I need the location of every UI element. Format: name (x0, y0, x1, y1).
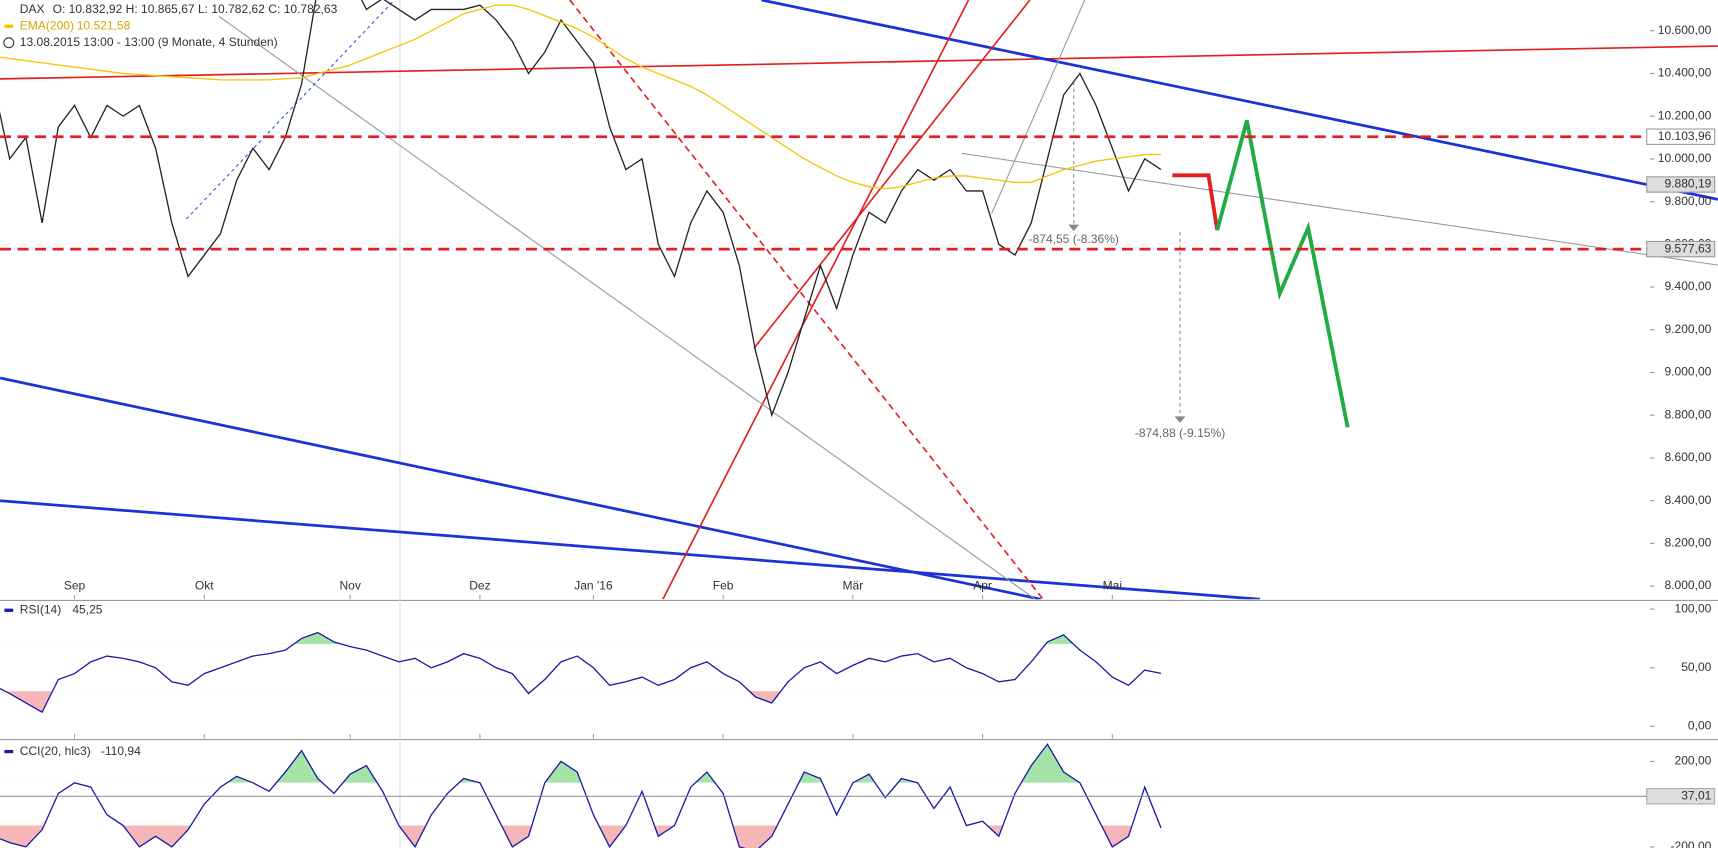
plot (0, 631, 1162, 714)
x-tick-label: Mai (1103, 578, 1122, 592)
price-label: 9.880,19 (1664, 177, 1711, 191)
price-box (1646, 176, 1716, 193)
trendline (753, 0, 1031, 349)
price-box (1646, 788, 1716, 805)
clock-icon (3, 37, 15, 49)
price-box (1646, 240, 1716, 258)
trendline (0, 45, 1718, 80)
band-fill (0, 744, 1161, 783)
plot (0, 743, 1162, 848)
price-label: 37,01 (1681, 788, 1711, 802)
legend-value: 10.521,58 (77, 18, 131, 32)
series-line (0, 4, 1161, 190)
trendline (0, 499, 1261, 600)
legend-name: DAX (20, 2, 45, 16)
y-tick-label: 8.600,00 (1664, 450, 1711, 464)
price-label: 10.103,96 (1658, 129, 1712, 143)
legend-value: -110,94 (101, 744, 141, 758)
trendline (218, 15, 1036, 600)
legend-value: 45,25 (72, 602, 102, 616)
y-tick-label: -200,00 (1671, 839, 1712, 848)
y-tick-label: 100,00 (1675, 601, 1712, 615)
legend-name: RSI(14) (20, 602, 62, 616)
y-tick-label: 200,00 (1675, 754, 1712, 768)
price-label: 9.577,63 (1664, 241, 1711, 255)
annotation: -874,88 (-9.15%) (1135, 426, 1225, 440)
ohlc: O: 10.832,92 H: 10.865,67 L: 10.782,62 C… (53, 2, 338, 16)
x-tick-label: Jan '16 (574, 578, 613, 592)
trendline (0, 376, 1042, 600)
y-tick-label: 8.000,00 (1664, 578, 1711, 592)
projection (1172, 173, 1220, 231)
y-tick-label: 8.800,00 (1664, 407, 1711, 421)
plot (0, 0, 1162, 418)
x-tick-label: Apr (973, 578, 992, 592)
y-tick-label: 9.800,00 (1664, 194, 1711, 208)
trendline (662, 0, 970, 600)
header: DAX O: 10.832,92 H: 10.865,67 L: 10.782,… (3, 2, 338, 758)
x-tick-label: Dez (469, 578, 490, 592)
series-line (0, 0, 1162, 418)
trendline (961, 152, 1718, 266)
y-tick-label: 8.200,00 (1664, 536, 1711, 550)
y-tick-label: 8.400,00 (1664, 493, 1711, 507)
y-tick-label: 10.400,00 (1658, 66, 1712, 80)
y-tick-label: 10.200,00 (1658, 108, 1712, 122)
annotation: -874,55 (-8.36%) (1029, 232, 1119, 246)
legend-name: EMA(200) (20, 18, 74, 32)
period: 13.08.2015 13:00 - 13:00 (9 Monate, 4 St… (20, 35, 278, 49)
price-box (1646, 128, 1716, 145)
y-tick-label: 9.000,00 (1664, 365, 1711, 379)
y-tick-label: 9.400,00 (1664, 279, 1711, 293)
series-line (0, 631, 1162, 714)
x-tick-label: Nov (339, 578, 360, 592)
y-tick-label: 10.600,00 (1658, 23, 1712, 37)
trendline (185, 0, 395, 220)
measure-arrow (1174, 416, 1186, 423)
y-tick-label: 10.000,00 (1658, 151, 1712, 165)
x-tick-label: Feb (713, 578, 734, 592)
projection (1215, 120, 1350, 428)
x-tick-label: Mär (842, 578, 863, 592)
legend-name: CCI(20, hlc3) (20, 744, 91, 758)
series-line (0, 743, 1162, 848)
drawings (0, 0, 1718, 600)
y-tick-label: 9.200,00 (1664, 322, 1711, 336)
x-tick-label: Sep (64, 578, 86, 592)
trendline (569, 0, 1044, 600)
measure-arrow (1068, 224, 1080, 232)
trendline (991, 0, 1086, 214)
y-tick-label: 50,00 (1681, 660, 1711, 674)
x-tick-label: Okt (195, 578, 214, 592)
trendline (761, 0, 1718, 201)
y-tick-label: 0,00 (1688, 719, 1712, 733)
